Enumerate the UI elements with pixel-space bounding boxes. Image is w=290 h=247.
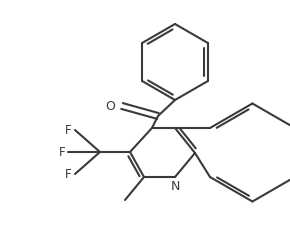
Text: F: F	[65, 167, 72, 181]
Text: N: N	[170, 180, 180, 193]
Text: F: F	[65, 124, 72, 137]
Text: O: O	[105, 100, 115, 112]
Text: F: F	[58, 145, 65, 159]
